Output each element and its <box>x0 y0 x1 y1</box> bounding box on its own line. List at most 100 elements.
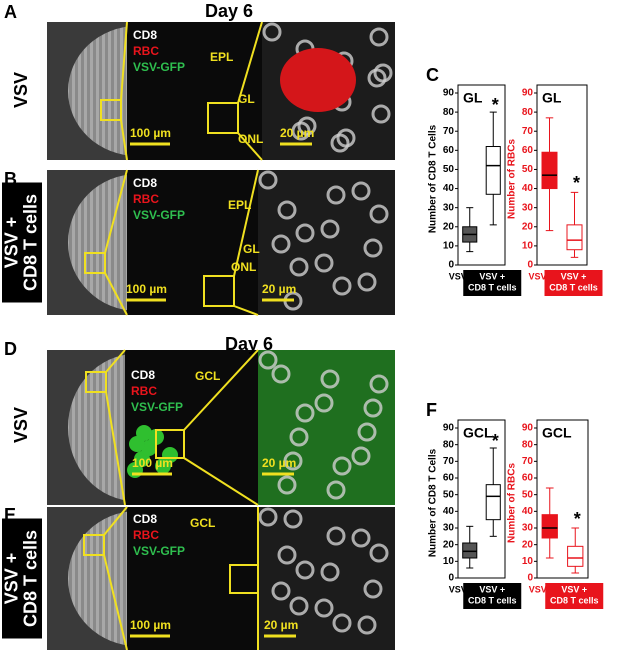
y-axis-label: Number of RBCs <box>507 463 518 543</box>
cell <box>320 369 340 389</box>
zoom-line <box>103 506 128 536</box>
y-tick-label: 20 <box>522 539 534 550</box>
y-axis-label: Number of CD8 T Cells <box>428 448 439 557</box>
confocal-image <box>127 170 258 315</box>
cell <box>357 422 377 442</box>
rbc-cluster <box>280 48 356 112</box>
region-label: GL <box>238 92 255 106</box>
cell <box>363 579 383 599</box>
panel-letter: E <box>4 505 16 525</box>
zoom-box <box>203 275 235 307</box>
cell <box>271 364 291 384</box>
stain-label: RBC <box>133 528 159 542</box>
stain-label: VSV-GFP <box>131 400 183 414</box>
y-tick-label: 90 <box>443 423 455 434</box>
row-label: VSV <box>11 407 31 443</box>
y-tick-label: 0 <box>448 573 454 584</box>
region-label: ONL <box>238 132 263 146</box>
zoom-box <box>83 534 105 556</box>
cell <box>277 475 297 495</box>
cell <box>258 350 278 370</box>
y-tick-label: 0 <box>527 260 533 271</box>
cell <box>258 170 278 190</box>
zoom-line <box>120 119 128 161</box>
plot-frame <box>536 84 588 266</box>
zoom-line <box>183 349 259 431</box>
cell <box>326 526 346 546</box>
box <box>462 542 478 559</box>
cell <box>291 121 311 141</box>
y-tick-label: 30 <box>522 523 534 534</box>
panel-title: Day 6 <box>225 334 273 354</box>
y-tick-label: 70 <box>443 126 455 137</box>
annotation: * <box>574 509 581 529</box>
x-tick-label: VSV <box>529 584 547 594</box>
x-tick-label: VSV + CD8 T cells <box>549 272 598 293</box>
panel-letter: D <box>4 339 17 359</box>
cell <box>351 181 371 201</box>
stain-label: RBC <box>133 44 159 58</box>
annotation: * <box>573 173 580 193</box>
stain-label: CD8 <box>133 176 157 190</box>
scale-label: 20 µm <box>264 618 298 632</box>
y-tick-label: 50 <box>522 164 534 175</box>
annotation: * <box>492 431 499 451</box>
y-tick-label: 40 <box>443 506 455 517</box>
row-label-bg <box>2 518 42 639</box>
plot-frame <box>457 84 506 266</box>
scale-label: 20 µm <box>262 456 296 470</box>
y-tick-label: 60 <box>443 473 455 484</box>
cell <box>289 596 309 616</box>
stain-label: CD8 <box>133 512 157 526</box>
y-tick-label: 0 <box>448 260 454 271</box>
y-tick-label: 10 <box>443 556 455 567</box>
cell <box>271 581 291 601</box>
cell <box>369 204 389 224</box>
x-label-bg <box>463 583 522 609</box>
x-tick-label: VSV + CD8 T cells <box>550 585 599 606</box>
stain-label: CD8 <box>131 368 155 382</box>
zoom-box <box>100 99 122 121</box>
y-tick-label: 40 <box>522 506 534 517</box>
zoom-line <box>105 391 126 506</box>
zoom-line <box>233 305 259 316</box>
panel-letter: F <box>426 400 437 420</box>
y-tick-label: 10 <box>443 241 455 252</box>
y-tick-label: 30 <box>443 523 455 534</box>
confocal-image <box>127 22 262 160</box>
scale-label: 100 µm <box>130 618 171 632</box>
y-tick-label: 90 <box>443 88 455 99</box>
cell <box>363 238 383 258</box>
panel-texts: A Day 6 VSV B C D Day 6 VSV E F <box>4 1 439 525</box>
zoom-box <box>229 564 259 594</box>
stain-label: VSV-GFP <box>133 208 185 222</box>
y-tick-label: 30 <box>522 202 534 213</box>
x-tick-label: VSV + CD8 T cells <box>468 585 517 606</box>
cell <box>351 528 371 548</box>
stain-label: VSV-GFP <box>133 544 185 558</box>
plot-frame <box>457 419 506 579</box>
stain-label: RBC <box>131 384 157 398</box>
cell <box>369 374 389 394</box>
chart-title: GL <box>542 90 562 106</box>
y-tick-label: 80 <box>522 439 534 450</box>
zoom-line <box>183 457 259 506</box>
y-tick-label: 20 <box>522 221 534 232</box>
panel-letter: B <box>4 169 17 189</box>
row-label: VSV +CD8 T cells <box>1 530 40 627</box>
zoom-line <box>103 554 128 650</box>
zoom-box <box>155 429 185 459</box>
y-tick-label: 50 <box>522 489 534 500</box>
cell <box>277 545 297 565</box>
region-label: GCL <box>190 516 215 530</box>
x-label-bg <box>545 583 604 609</box>
y-tick-label: 10 <box>522 241 534 252</box>
cell <box>320 219 340 239</box>
cell <box>369 27 389 47</box>
cell <box>351 446 371 466</box>
panel-title: Day 6 <box>205 1 253 21</box>
y-tick-label: 10 <box>522 556 534 567</box>
zoom-image <box>258 170 395 315</box>
zoom-line <box>237 21 263 104</box>
box <box>541 514 558 539</box>
